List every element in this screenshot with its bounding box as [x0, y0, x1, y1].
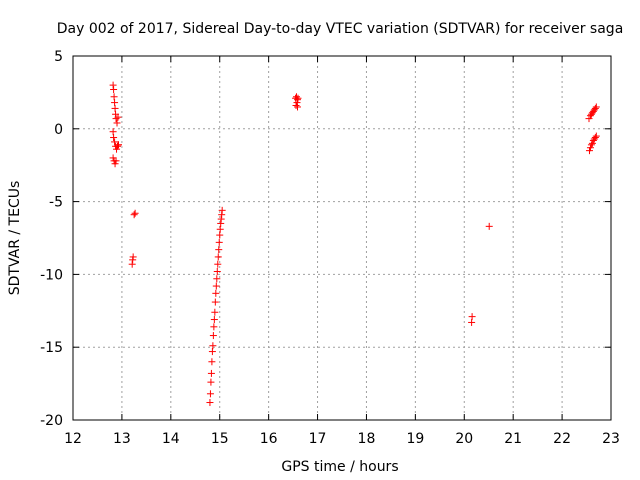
data-point	[586, 144, 594, 152]
data-point	[110, 85, 118, 93]
data-point	[218, 206, 226, 214]
data-point	[128, 260, 136, 268]
x-axis-label: GPS time / hours	[281, 459, 398, 475]
data-point	[210, 316, 218, 324]
x-tick-label: 23	[602, 431, 620, 447]
data-point	[214, 260, 222, 268]
data-point	[592, 132, 600, 140]
data-point	[215, 246, 223, 254]
data-point	[585, 115, 593, 123]
data-point	[112, 157, 120, 165]
data-point	[111, 160, 119, 168]
y-tick-label: -10	[40, 267, 63, 283]
x-tick-label: 17	[309, 431, 327, 447]
x-tick-label: 19	[406, 431, 424, 447]
data-point	[591, 134, 599, 142]
data-point	[211, 308, 219, 316]
data-point	[207, 369, 215, 377]
x-tick-label: 21	[504, 431, 522, 447]
data-point	[585, 147, 593, 155]
plot-border	[72, 55, 612, 421]
data-point	[209, 332, 217, 340]
y-tick-label: -5	[49, 195, 63, 211]
data-point	[114, 113, 122, 121]
data-point	[485, 222, 493, 230]
data-point	[130, 211, 138, 219]
data-point	[114, 142, 122, 150]
x-tick-label: 15	[211, 431, 229, 447]
data-point	[211, 298, 219, 306]
data-point	[206, 390, 214, 398]
data-point	[111, 138, 119, 146]
y-tick-label: 5	[54, 49, 63, 65]
data-point	[206, 399, 214, 407]
data-point	[587, 141, 595, 149]
data-point	[588, 139, 596, 147]
data-point	[213, 267, 221, 275]
chart-title: Day 002 of 2017, Sidereal Day-to-day VTE…	[57, 21, 624, 37]
data-point	[591, 104, 599, 112]
data-point	[113, 119, 121, 127]
data-point	[468, 313, 476, 321]
data-point	[294, 94, 302, 102]
y-tick-label: -20	[40, 413, 63, 429]
x-tick-label: 13	[113, 431, 131, 447]
x-tick-label: 16	[260, 431, 278, 447]
data-point	[110, 134, 118, 142]
data-point	[114, 141, 122, 149]
x-tick-label: 18	[358, 431, 376, 447]
data-point	[209, 342, 217, 350]
data-points	[109, 81, 600, 407]
x-tick-label: 12	[64, 431, 82, 447]
data-point	[592, 103, 600, 111]
data-point	[208, 358, 216, 366]
data-point	[109, 154, 117, 162]
y-axis-label: SDTVAR / TECUs	[7, 181, 23, 296]
data-point	[212, 289, 220, 297]
x-tick-label: 20	[455, 431, 473, 447]
data-point	[131, 209, 139, 217]
x-tick-label: 14	[162, 431, 180, 447]
axis-ticks: 12 13 14 15 16 17 18 19 20 21 22 23 -20 -15 -10 -5 0 5	[40, 49, 620, 447]
data-point	[212, 282, 220, 290]
data-point	[207, 378, 215, 386]
data-point	[213, 275, 221, 283]
data-point	[215, 238, 223, 246]
y-tick-label: -15	[40, 340, 63, 356]
data-point	[113, 145, 121, 153]
y-tick-label: 0	[54, 122, 63, 138]
data-point	[293, 103, 301, 111]
data-point	[210, 323, 218, 331]
grid	[73, 56, 611, 420]
x-tick-label: 22	[553, 431, 571, 447]
data-point	[214, 253, 222, 261]
data-point	[292, 102, 300, 110]
